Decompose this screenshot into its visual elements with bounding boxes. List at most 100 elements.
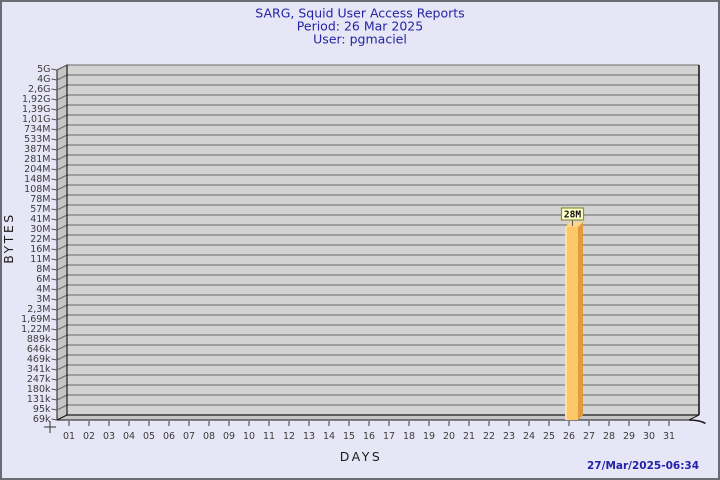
bar-value-box [560,207,585,221]
y-tick-dash [51,78,58,81]
x-tick-label: 23 [503,431,515,442]
y-tick-dash [51,358,58,361]
y-tick-label: 22M [30,234,50,245]
wall-grid-line [56,64,68,71]
wall-grid-line [56,124,68,131]
wall-grid-line [56,254,68,261]
y-tick-dash [51,348,58,351]
y-tick-dash [51,138,58,141]
wall-grid-line [56,94,68,101]
x-tick-label: 01 [63,431,75,442]
wall-grid-line [56,324,68,331]
x-tick-label: 18 [403,431,415,442]
x-tick-label: 10 [243,431,255,442]
y-tick-dash [51,68,58,71]
wall-grid-line [56,364,68,371]
y-tick-label: 204M [24,164,50,175]
wall-grid-line [56,274,68,281]
wall-grid-line [56,84,68,91]
x-tick-label: 11 [263,431,275,442]
wall-grid-line [56,184,68,191]
wall-grid-line [56,394,68,401]
y-tick-label: 3M [36,294,50,305]
y-tick-dash [51,218,58,221]
wall-grid-line [56,244,68,251]
y-tick-label: 6M [36,274,50,285]
y-tick-dash [51,388,58,391]
x-tick-label: 12 [283,431,295,442]
y-tick-label: 2,6G [28,84,50,95]
y-tick-dash [51,418,58,421]
wall-grid-line [56,234,68,241]
y-tick-label: 1,92G [22,94,51,105]
y-tick-label: 646k [27,344,51,355]
bar-front-face [565,227,578,420]
y-tick-dash [51,248,58,251]
wall-grid-line [56,144,68,151]
x-tick-label: 30 [643,431,655,442]
y-tick-label: 95k [33,404,51,415]
y-tick-label: 247k [27,374,51,385]
y-tick-label: 889k [27,334,51,345]
y-tick-dash [51,258,58,261]
y-tick-dash [51,278,58,281]
x-tick-label: 29 [623,431,635,442]
y-tick-label: 108M [24,184,50,195]
x-tick-label: 14 [323,431,335,442]
y-tick-label: 533M [24,134,50,145]
floor-corner-curl [688,419,706,425]
y-tick-label: 387M [24,144,50,155]
y-tick-dash [51,338,58,341]
y-tick-dash [51,108,58,111]
floor [56,414,700,421]
y-tick-dash [51,178,58,181]
wall-grid-line [56,154,68,161]
y-tick-dash [51,368,58,371]
y-tick-dash [51,168,58,171]
y-tick-label: 11M [30,254,50,265]
y-tick-dash [51,408,58,411]
wall-grid-line [56,334,68,341]
wall-grid-line [56,264,68,271]
x-axis-title: DAYS [340,449,383,464]
wall-grid-line [56,204,68,211]
wall-grid-line [56,384,68,391]
y-tick-label: 69k [33,414,51,425]
y-tick-dash [51,118,58,121]
x-tick-label: 13 [303,431,315,442]
y-tick-label: 131k [27,394,51,405]
x-tick-label: 02 [83,431,95,442]
x-tick-label: 17 [383,431,395,442]
x-tick-label: 31 [663,431,675,442]
x-tick-label: 28 [603,431,615,442]
chart-user: User: pgmaciel [313,32,407,47]
wall-grid-line [56,304,68,311]
y-tick-label: 16M [30,244,50,255]
y-tick-label: 148M [24,174,50,185]
y-tick-dash [51,208,58,211]
wall-grid-line [56,404,68,411]
wall-grid-line [56,354,68,361]
x-tick-label: 04 [123,431,135,442]
x-tick-label: 25 [543,431,555,442]
y-tick-label: 57M [30,204,50,215]
x-tick-label: 15 [343,431,355,442]
y-tick-label: 4M [36,284,50,295]
y-tick-dash [51,128,58,131]
wall-grid-line [56,214,68,221]
y-tick-label: 180k [27,384,51,395]
bar-top-face [565,222,583,227]
y-tick-dash [51,198,58,201]
y-tick-dash [51,158,58,161]
y-tick-label: 8M [36,264,50,275]
x-tick-label: 06 [163,431,175,442]
y-tick-dash [51,188,58,191]
wall-grid-line [56,294,68,301]
wall-grid-line [56,164,68,171]
generated-timestamp: 27/Mar/2025-06:34 [587,460,699,472]
wall-grid-line [56,314,68,321]
y-tick-label: 734M [24,124,50,135]
y-tick-label: 2,3M [27,304,50,315]
y-axis-ticks: 5G4G2,6G1,92G1,39G1,01G734M533M387M281M2… [21,64,58,425]
